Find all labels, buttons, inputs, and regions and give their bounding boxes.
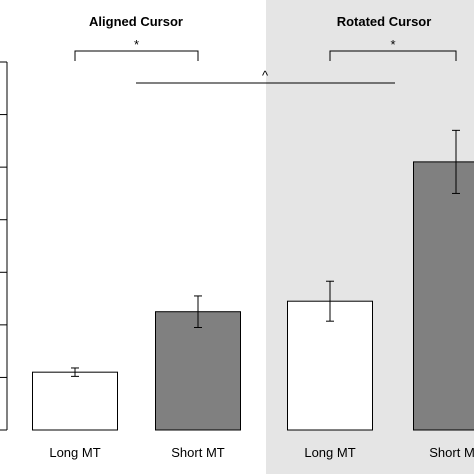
category-label: Long MT: [49, 445, 100, 460]
bar: [413, 161, 474, 431]
y-axis: [0, 61, 8, 431]
category-labels: Long MT Short MT Long MT Short MT: [49, 445, 474, 460]
error-bars: [71, 129, 460, 377]
category-label: Long MT: [304, 445, 355, 460]
panel-title-rotated: Rotated Cursor: [337, 14, 432, 29]
panel-title-aligned: Aligned Cursor: [89, 14, 183, 29]
error-bar: [452, 129, 460, 194]
significance-annotations: * * ^: [74, 37, 457, 84]
significance-bracket: *: [329, 37, 457, 61]
significance-bracket: *: [74, 37, 199, 61]
error-bar: [326, 280, 334, 322]
bar: [32, 371, 118, 431]
cross-condition-line: ^: [136, 68, 395, 84]
bar: [155, 311, 241, 431]
error-bar: [194, 295, 202, 328]
category-label: Short MT: [429, 445, 474, 460]
error-bar: [71, 367, 79, 377]
category-label: Short MT: [171, 445, 225, 460]
significance-marker: *: [134, 37, 139, 52]
cross-condition-marker: ^: [262, 68, 269, 83]
significance-marker: *: [390, 37, 395, 52]
bars: [32, 161, 474, 431]
